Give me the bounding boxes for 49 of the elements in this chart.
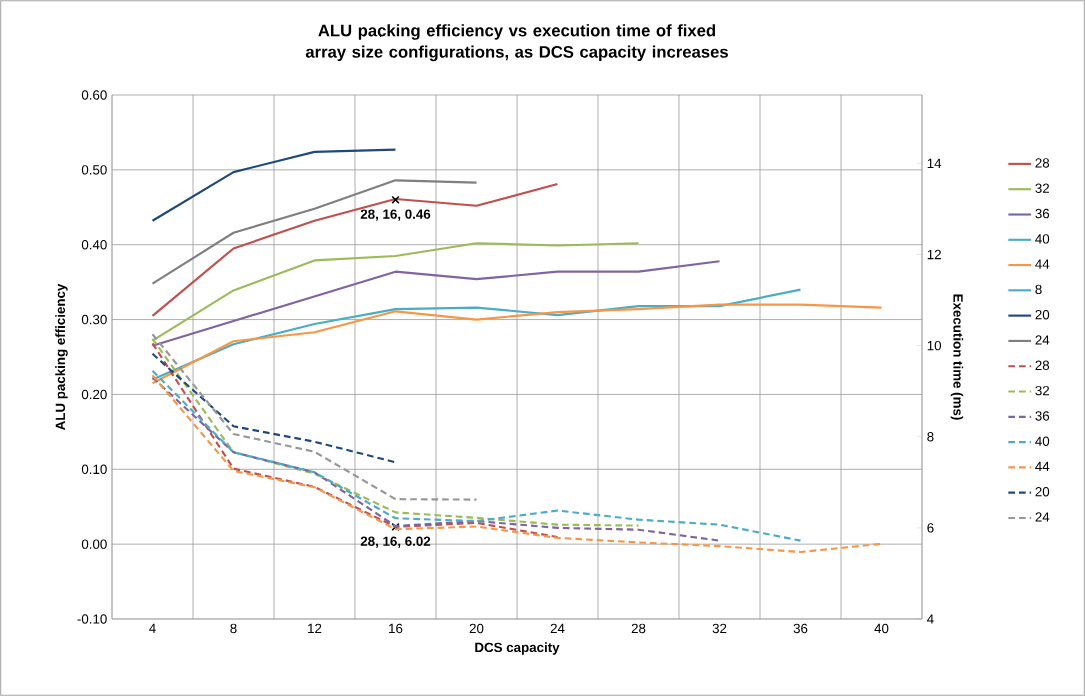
y2-tick-label: 12 — [927, 249, 941, 260]
y-tick-label: 0.50 — [81, 165, 107, 175]
legend-label: 36 — [1035, 411, 1050, 421]
y-tick-label: -0.10 — [77, 614, 107, 624]
y2-tick-label: 14 — [927, 158, 942, 168]
legend-label: 32 — [1035, 183, 1050, 193]
y-axis-title: ALU packing efficiency — [55, 283, 68, 431]
y2-tick-label: 8 — [927, 432, 934, 442]
line-series — [151, 183, 559, 317]
x-axis-title: DCS capacity — [475, 642, 560, 655]
legend-label: 32 — [1035, 385, 1050, 396]
legend-label: 44 — [1035, 259, 1050, 269]
legend-label: 28 — [1035, 360, 1050, 371]
annotation: 28, 16, 6.02 — [360, 536, 431, 548]
annotation: 28, 16, 0.46 — [360, 209, 431, 221]
y-tick-label: 0.30 — [81, 314, 107, 325]
y-tick-label: 0.10 — [81, 464, 107, 474]
legend-label: 40 — [1035, 234, 1050, 244]
y2-tick-label: 6 — [927, 523, 934, 533]
chart-title: ALU packing efficiency vs execution time of fixed array size configurations, as DCS capacity increases — [305, 24, 728, 62]
legend-label: 28 — [1035, 158, 1050, 168]
line-series — [151, 179, 478, 285]
x-tick-label: 28 — [631, 623, 646, 634]
y-tick-label: 0.60 — [81, 90, 107, 100]
x-tick-label: 12 — [308, 623, 322, 634]
x-tick-label: 4 — [149, 623, 156, 633]
legend-label: 20 — [1035, 487, 1050, 497]
x-tick-label: 24 — [550, 623, 565, 634]
x-tick-label: 40 — [874, 623, 889, 634]
y2-tick-label: 10 — [927, 340, 942, 351]
y-tick-label: 0.40 — [81, 240, 107, 250]
x-tick-label: 8 — [230, 623, 237, 634]
y-tick-label: 0.00 — [81, 539, 107, 549]
y2-axis-title: Execution time (ms) — [950, 294, 964, 420]
legend-label: 36 — [1035, 208, 1050, 219]
y-tick-label: 0.20 — [81, 389, 107, 400]
legend-label: 20 — [1035, 309, 1050, 320]
x-tick-label: 20 — [469, 623, 484, 634]
legend-label: 44 — [1035, 461, 1050, 471]
legend-label: 24 — [1035, 512, 1050, 522]
x-tick-label: 16 — [389, 623, 403, 634]
y2-tick-label: 4 — [927, 614, 934, 624]
legend-label: 40 — [1035, 436, 1050, 446]
legend-label: 24 — [1035, 335, 1050, 345]
line-series — [151, 333, 478, 501]
legend-label: 8 — [1035, 284, 1042, 295]
x-tick-label: 36 — [793, 623, 808, 634]
line-series — [151, 352, 397, 464]
x-tick-label: 32 — [712, 623, 727, 634]
